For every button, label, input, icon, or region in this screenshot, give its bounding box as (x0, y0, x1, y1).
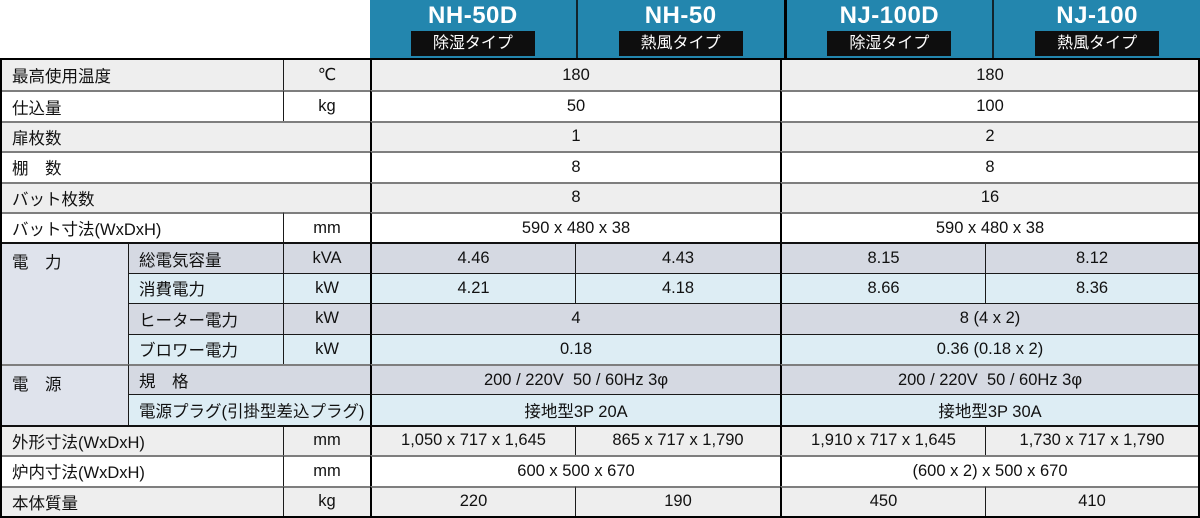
value-total-capacity-nj100d: 8.15 (780, 242, 985, 273)
value-tray-size-nh: 590 x 480 x 38 (370, 211, 780, 243)
row-label-trays: バット枚数 (2, 181, 370, 212)
value-blower-nj: 0.36 (0.18 x 2) (780, 333, 1198, 364)
row-label-blower: ブロワー電力 (128, 333, 283, 364)
model-name: NJ-100 (1056, 2, 1138, 29)
model-type-badge: 熱風タイプ (1035, 31, 1160, 56)
value-max-temp-nj: 180 (780, 60, 1198, 91)
value-weight-nh50d: 220 (370, 485, 575, 516)
value-spec-nj: 200 / 220V 50 / 60Hz 3φ (780, 363, 1198, 395)
value-weight-nh50: 190 (575, 485, 780, 516)
value-plug-nj: 接地型3P 30A (780, 394, 1198, 425)
model-header: NH-50D 除湿タイプ NH-50 熱風タイプ NJ-100D 除湿タイプ N… (370, 0, 1200, 58)
row-label-plug: 電源プラグ(引掛型差込プラグ) (128, 394, 370, 425)
unit-outer-size: mm (283, 424, 370, 456)
value-doors-nj: 2 (780, 120, 1198, 152)
row-label-weight: 本体質量 (2, 485, 283, 516)
model-type-badge: 除湿タイプ (827, 31, 952, 56)
unit-capacity: kg (283, 90, 370, 121)
value-consumption-nj100d: 8.66 (780, 272, 985, 304)
row-label-total-capacity: 総電気容量 (128, 242, 283, 273)
value-tray-size-nj: 590 x 480 x 38 (780, 211, 1198, 243)
value-shelves-nj: 8 (780, 151, 1198, 182)
unit-tray-size: mm (283, 211, 370, 243)
value-outer-size-nj100: 1,730 x 717 x 1,790 (985, 424, 1198, 456)
group-label-power: 電 力 (2, 242, 128, 364)
model-name: NJ-100D (839, 2, 940, 29)
row-label-doors: 扉枚数 (2, 120, 370, 152)
value-shelves-nh: 8 (370, 151, 780, 182)
spec-table: 最高使用温度 ℃ 180 180 仕込量 kg 50 100 扉枚数 1 2 棚… (0, 58, 1200, 518)
value-weight-nj100d: 450 (780, 485, 985, 516)
value-heater-nj: 8 (4 x 2) (780, 303, 1198, 334)
row-label-spec: 規 格 (128, 363, 370, 395)
unit-consumption: kW (283, 272, 370, 304)
value-total-capacity-nh50d: 4.46 (370, 242, 575, 273)
value-outer-size-nh50: 865 x 717 x 1,790 (575, 424, 780, 456)
value-capacity-nh: 50 (370, 90, 780, 121)
value-trays-nj: 16 (780, 181, 1198, 212)
model-name: NH-50 (644, 2, 717, 29)
value-inner-size-nh: 600 x 500 x 670 (370, 455, 780, 486)
model-column-nj100d: NJ-100D 除湿タイプ (783, 0, 993, 58)
unit-blower: kW (283, 333, 370, 364)
value-consumption-nh50: 4.18 (575, 272, 780, 304)
value-blower-nh: 0.18 (370, 333, 780, 364)
value-consumption-nh50d: 4.21 (370, 272, 575, 304)
value-inner-size-nj: (600 x 2) x 500 x 670 (780, 455, 1198, 486)
model-type-badge: 除湿タイプ (410, 31, 535, 56)
group-label-source: 電 源 (2, 363, 128, 425)
value-trays-nh: 8 (370, 181, 780, 212)
value-consumption-nj100: 8.36 (985, 272, 1198, 304)
unit-total-capacity: kVA (283, 242, 370, 273)
unit-max-temp: ℃ (283, 60, 370, 91)
row-label-tray-size: バット寸法(WxDxH) (2, 211, 283, 243)
unit-weight: kg (283, 485, 370, 516)
value-capacity-nj: 100 (780, 90, 1198, 121)
row-label-capacity: 仕込量 (2, 90, 283, 121)
value-total-capacity-nh50: 4.43 (575, 242, 780, 273)
unit-inner-size: mm (283, 455, 370, 486)
value-plug-nh: 接地型3P 20A (370, 394, 780, 425)
model-column-nh50d: NH-50D 除湿タイプ (370, 0, 576, 58)
value-total-capacity-nj100: 8.12 (985, 242, 1198, 273)
value-doors-nh: 1 (370, 120, 780, 152)
unit-heater: kW (283, 303, 370, 334)
model-type-badge: 熱風タイプ (618, 31, 743, 56)
value-outer-size-nh50d: 1,050 x 717 x 1,645 (370, 424, 575, 456)
row-label-consumption: 消費電力 (128, 272, 283, 304)
row-label-shelves: 棚 数 (2, 151, 370, 182)
row-label-outer-size: 外形寸法(WxDxH) (2, 424, 283, 456)
row-label-heater: ヒーター電力 (128, 303, 283, 334)
value-max-temp-nh: 180 (370, 60, 780, 91)
value-outer-size-nj100d: 1,910 x 717 x 1,645 (780, 424, 985, 456)
value-weight-nj100: 410 (985, 485, 1198, 516)
model-column-nj100: NJ-100 熱風タイプ (992, 0, 1200, 58)
value-spec-nh: 200 / 220V 50 / 60Hz 3φ (370, 363, 780, 395)
model-name: NH-50D (428, 2, 518, 29)
value-heater-nh: 4 (370, 303, 780, 334)
row-label-max-temp: 最高使用温度 (2, 60, 283, 91)
model-column-nh50: NH-50 熱風タイプ (575, 0, 784, 58)
row-label-inner-size: 炉内寸法(WxDxH) (2, 455, 283, 486)
